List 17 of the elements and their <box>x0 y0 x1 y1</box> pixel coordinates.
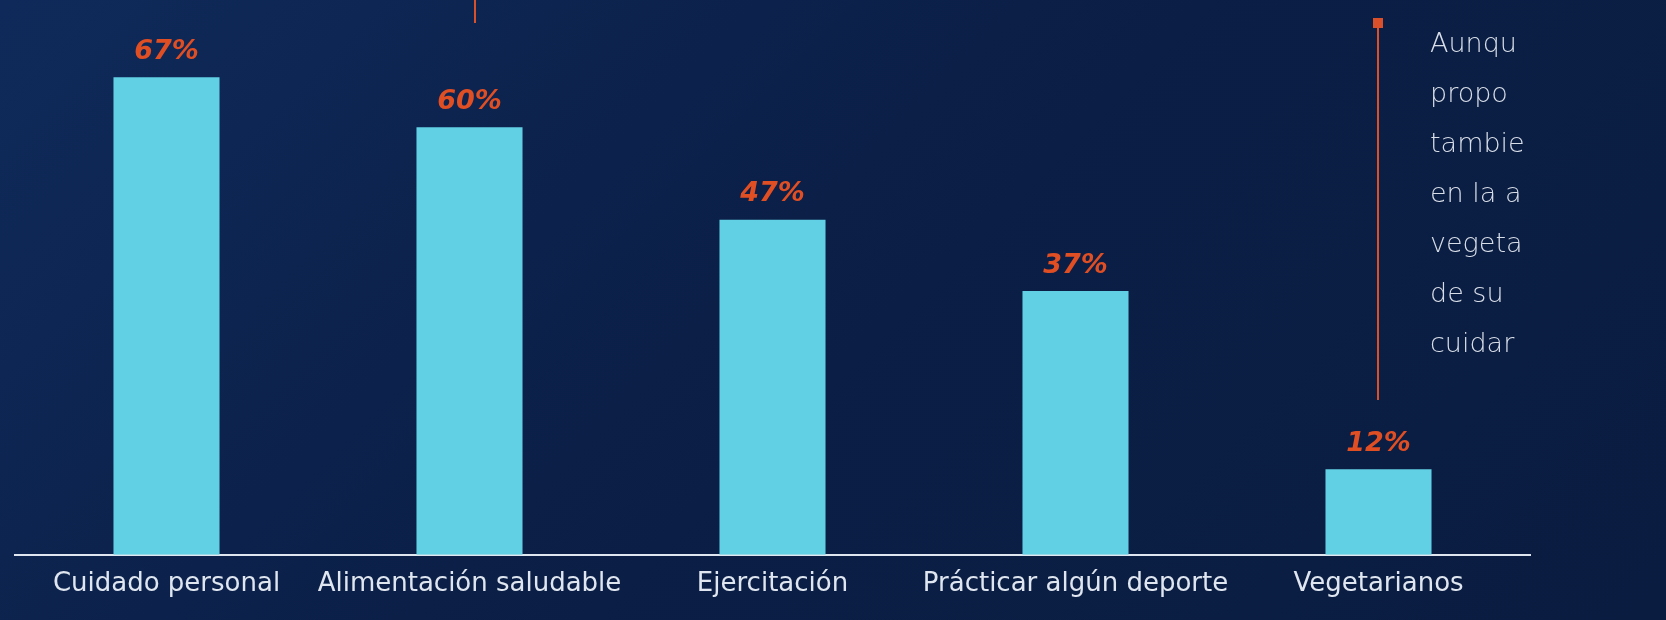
data-label: 12% <box>1346 425 1411 457</box>
data-label: 47% <box>739 176 805 208</box>
text: Aunqu <box>1430 26 1518 60</box>
x-tick-label: Ejercitación <box>696 567 849 598</box>
x-tick-label: Cuidado personal <box>52 567 281 598</box>
x-tick-label: Prácticar algún deporte <box>922 567 1229 598</box>
data-label: 60% <box>437 83 502 115</box>
x-tick-label: Vegetarianos <box>1293 567 1464 598</box>
data-label: 67% <box>134 33 199 65</box>
data-label: 37% <box>1043 247 1108 279</box>
annotation: de su <box>1430 276 1505 310</box>
annotation: cuidar <box>1430 326 1516 360</box>
annotation: tambie <box>1430 126 1525 160</box>
x-tick-label: Alimentación saludable <box>317 567 622 598</box>
annotation: propo <box>1430 76 1509 110</box>
annotation: vegeta <box>1430 226 1524 260</box>
annotation: en la a <box>1430 176 1523 210</box>
